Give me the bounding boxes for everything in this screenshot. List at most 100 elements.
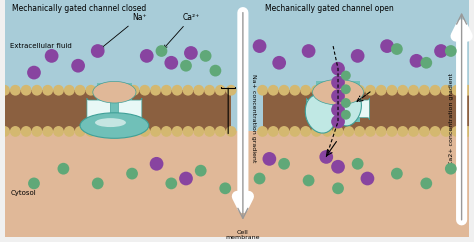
Circle shape [391,168,403,180]
Circle shape [180,60,192,72]
Text: Cytosol: Cytosol [10,190,36,196]
Circle shape [204,85,215,96]
Circle shape [161,85,172,96]
Circle shape [278,158,290,170]
Circle shape [215,126,226,137]
Circle shape [397,85,408,96]
FancyBboxPatch shape [97,83,132,95]
Circle shape [322,85,333,96]
Circle shape [128,126,139,137]
Circle shape [182,126,193,137]
Circle shape [128,85,139,96]
Circle shape [279,85,290,96]
Circle shape [31,126,42,137]
Circle shape [139,126,150,137]
Circle shape [344,126,354,137]
Circle shape [215,85,226,96]
Circle shape [42,85,53,96]
Circle shape [257,85,268,96]
Circle shape [193,126,204,137]
FancyBboxPatch shape [118,98,142,120]
Circle shape [53,126,64,137]
Circle shape [165,178,177,189]
Circle shape [387,126,397,137]
Circle shape [85,126,96,137]
Circle shape [204,126,215,137]
Circle shape [451,126,462,137]
Circle shape [75,126,85,137]
Circle shape [161,126,172,137]
Circle shape [410,54,423,68]
FancyBboxPatch shape [307,98,330,120]
Circle shape [445,163,457,174]
Circle shape [420,178,432,189]
Circle shape [64,126,75,137]
Circle shape [351,49,365,63]
Circle shape [150,85,161,96]
FancyBboxPatch shape [317,95,360,122]
Circle shape [193,85,204,96]
Ellipse shape [338,94,362,126]
Circle shape [57,163,69,174]
Circle shape [341,71,351,80]
Circle shape [10,85,21,96]
Circle shape [118,85,128,96]
Circle shape [27,66,41,79]
Bar [5,131,233,237]
Circle shape [272,56,286,70]
Ellipse shape [305,94,336,133]
Circle shape [290,126,300,137]
Circle shape [354,85,365,96]
Circle shape [311,85,322,96]
Circle shape [28,178,40,189]
Circle shape [341,110,351,120]
Circle shape [322,126,333,137]
Circle shape [21,126,31,137]
Circle shape [300,85,311,96]
Circle shape [420,57,432,69]
Circle shape [184,46,198,60]
Circle shape [387,85,397,96]
Circle shape [430,85,440,96]
Bar [5,90,231,131]
Circle shape [376,85,387,96]
Text: Cell
membrane: Cell membrane [226,229,260,240]
Circle shape [226,126,237,137]
Circle shape [150,157,164,171]
Circle shape [195,165,207,177]
Circle shape [462,85,473,96]
Bar [233,131,469,237]
Circle shape [300,126,311,137]
Text: Na+ concentration gradient: Na+ concentration gradient [251,75,256,163]
Ellipse shape [80,113,149,138]
Circle shape [164,56,178,70]
Circle shape [434,44,448,58]
FancyBboxPatch shape [346,98,369,120]
Circle shape [96,126,107,137]
FancyBboxPatch shape [317,81,360,95]
Circle shape [311,126,322,137]
Circle shape [331,62,345,76]
Circle shape [268,85,279,96]
Circle shape [440,126,451,137]
Circle shape [31,85,42,96]
Circle shape [42,126,53,137]
Circle shape [440,85,451,96]
Circle shape [64,85,75,96]
Circle shape [331,89,345,103]
Circle shape [107,126,118,137]
Circle shape [0,85,10,96]
Circle shape [182,85,193,96]
Circle shape [75,85,85,96]
Circle shape [419,85,430,96]
Circle shape [126,168,138,180]
Circle shape [92,178,104,189]
Circle shape [331,115,345,129]
Circle shape [408,126,419,137]
Circle shape [200,50,211,62]
Circle shape [179,172,193,185]
Bar [5,0,233,131]
Circle shape [341,84,351,94]
Circle shape [118,126,128,137]
Text: Mechanically gated channel open: Mechanically gated channel open [265,4,394,13]
